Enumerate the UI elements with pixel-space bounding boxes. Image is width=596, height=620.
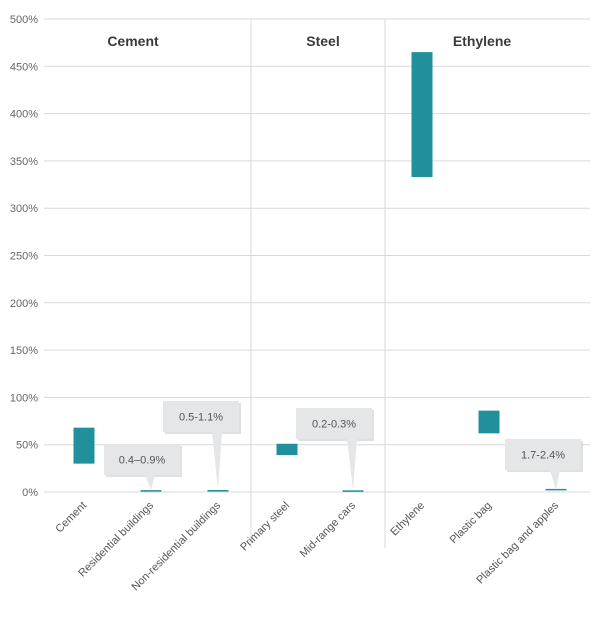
callout-box	[505, 439, 581, 470]
range-bar	[276, 443, 298, 456]
callout: 0.5-1.1%	[163, 401, 241, 490]
range-bars	[73, 52, 567, 492]
y-tick-label: 50%	[16, 440, 38, 452]
callout-pointer	[550, 470, 560, 490]
category-label: Mid-range cars	[298, 499, 359, 560]
callout-pointer	[212, 432, 222, 490]
group-title: Steel	[306, 33, 339, 49]
callout-label: 1.7-2.4%	[521, 450, 565, 462]
range-bar	[342, 490, 364, 492]
range-bar	[478, 410, 500, 434]
callout-label: 0.4–0.9%	[119, 455, 166, 467]
y-tick-label: 0%	[22, 487, 38, 499]
range-bar	[140, 490, 162, 492]
y-axis-tick-labels: 0% 50% 100% 150% 200% 250% 300% 350% 400% 450% 500…	[10, 14, 38, 499]
range-bar	[411, 52, 433, 177]
callout-box	[296, 408, 372, 439]
y-tick-label: 100%	[10, 392, 38, 404]
y-tick-label: 150%	[10, 345, 38, 357]
callout-pointer	[347, 439, 357, 490]
range-bar	[207, 490, 229, 492]
y-tick-label: 450%	[10, 61, 38, 73]
callout: 1.7-2.4%	[505, 439, 583, 490]
callout-box	[163, 401, 239, 432]
group-titles: Cement Steel Ethylene	[107, 33, 511, 49]
callout: 0.2-0.3%	[296, 408, 374, 490]
callout-label: 0.2-0.3%	[312, 419, 356, 431]
category-label: Plastic bag	[448, 500, 495, 547]
y-tick-label: 300%	[10, 203, 38, 215]
group-title: Ethylene	[453, 33, 512, 49]
category-label: Ethylene	[388, 500, 427, 539]
y-tick-label: 200%	[10, 298, 38, 310]
category-label: Cement	[53, 500, 89, 536]
group-dividers	[250, 19, 386, 548]
category-label: Residential buildings	[76, 499, 156, 579]
callout-label: 0.5-1.1%	[179, 412, 223, 424]
y-tick-label: 250%	[10, 251, 38, 263]
y-tick-label: 500%	[10, 14, 38, 26]
callout: 0.4–0.9%	[104, 444, 182, 490]
range-bar	[73, 427, 95, 464]
y-tick-label: 350%	[10, 156, 38, 168]
category-label: Primary steel	[238, 500, 292, 554]
callout-box	[104, 444, 180, 475]
y-tick-label: 400%	[10, 109, 38, 121]
range-callouts: 0.4–0.9% 0.5-1.1% 0.2-0.3% 1.7-2.4%	[104, 401, 583, 490]
group-title: Cement	[107, 33, 159, 49]
callout-pointer	[145, 475, 155, 490]
